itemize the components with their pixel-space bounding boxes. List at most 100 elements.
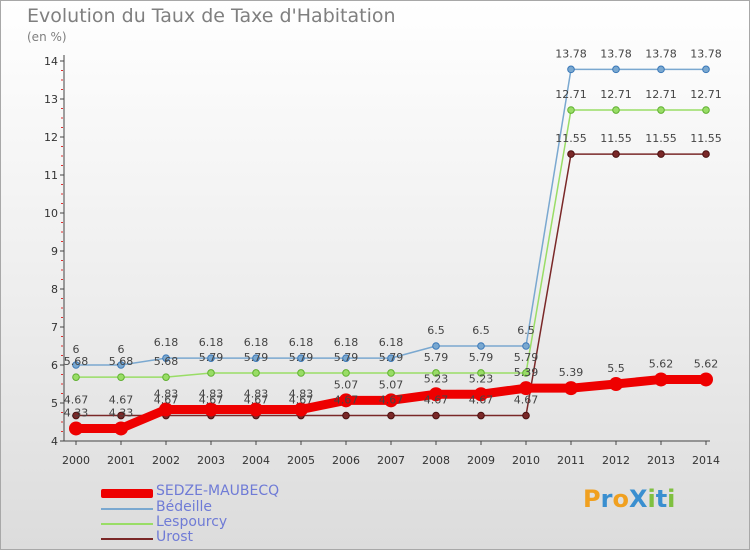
data-point	[117, 411, 125, 420]
data-label: 4.67	[469, 394, 494, 407]
legend-item-urost: Urost	[101, 529, 401, 547]
data-label: 12.71	[645, 88, 677, 101]
data-label: 5.62	[649, 357, 674, 370]
data-label: 6.18	[244, 336, 269, 349]
data-point	[567, 106, 575, 114]
data-label: 5.68	[109, 355, 134, 368]
x-tick-label: 2006	[332, 454, 360, 467]
x-tick-label: 2002	[152, 454, 180, 467]
data-label: 5.23	[424, 372, 449, 385]
data-label: 6.5	[427, 324, 445, 337]
data-point	[477, 342, 485, 350]
data-point	[567, 65, 575, 74]
y-tick-label: 14	[44, 55, 58, 68]
data-point	[387, 411, 395, 420]
legend-item-bedeille: Bédeille	[101, 499, 401, 517]
data-label: 4.83	[154, 387, 179, 400]
data-point	[297, 354, 305, 362]
data-label: 5.23	[469, 372, 494, 385]
data-point	[387, 354, 395, 362]
data-label: 4.67	[334, 394, 359, 407]
chart-unit: (en %)	[27, 30, 67, 44]
data-label: 5.79	[334, 351, 359, 364]
data-label: 13.78	[555, 47, 587, 60]
data-label: 4.67	[64, 394, 89, 407]
data-label: 12.71	[600, 88, 632, 101]
data-label: 4.67	[289, 394, 314, 407]
data-point	[477, 411, 485, 420]
data-point	[162, 354, 170, 362]
data-label: 6.18	[334, 336, 359, 349]
data-label: 4.83	[244, 387, 269, 400]
data-label: 5.79	[424, 351, 449, 364]
y-tick-label: 6	[51, 359, 58, 372]
data-label: 6	[73, 343, 80, 356]
data-label: 5.79	[244, 351, 269, 364]
y-tick-label: 5	[51, 397, 58, 410]
data-label: 13.78	[645, 47, 677, 60]
data-label: 5.39	[559, 366, 584, 379]
data-label: 5.79	[514, 351, 539, 364]
x-tick-label: 2014	[692, 454, 720, 467]
data-label: 5.5	[607, 362, 625, 375]
data-label: 11.55	[645, 132, 677, 145]
data-point	[699, 372, 713, 387]
data-point	[702, 106, 710, 114]
data-point	[522, 411, 530, 420]
data-point	[114, 421, 128, 436]
data-label: 4.67	[379, 394, 404, 407]
chart-title: Evolution du Taux de Taxe d'Habitation	[27, 5, 396, 27]
data-point	[342, 411, 350, 420]
data-point	[159, 402, 173, 417]
data-point	[297, 369, 305, 377]
data-point	[204, 402, 218, 417]
x-tick-label: 2009	[467, 454, 495, 467]
data-point	[564, 381, 578, 396]
data-point	[567, 150, 575, 158]
data-point	[657, 150, 665, 158]
data-label: 4.33	[109, 406, 134, 419]
x-tick-label: 2004	[242, 454, 270, 467]
y-tick-label: 11	[44, 169, 58, 182]
data-point	[72, 361, 80, 369]
data-point	[117, 373, 125, 381]
legend-label: SEDZE-MAUBECQ	[156, 483, 280, 499]
y-tick-label: 7	[51, 321, 58, 334]
data-point	[207, 354, 215, 362]
legend-swatch	[101, 523, 153, 525]
x-tick-label: 2003	[197, 454, 225, 467]
data-point	[249, 402, 263, 417]
logo-letter: t	[655, 485, 668, 513]
legend-swatch	[101, 538, 153, 540]
logo-letter: P	[583, 485, 601, 513]
logo-letter: i	[667, 485, 676, 513]
data-point	[432, 342, 440, 350]
data-point	[207, 369, 215, 377]
data-label: 12.71	[690, 88, 722, 101]
data-point	[612, 65, 620, 74]
data-label: 6.5	[517, 324, 535, 337]
data-point	[522, 369, 530, 377]
logo-letter: o	[612, 485, 629, 513]
x-tick-label: 2001	[107, 454, 135, 467]
x-tick-label: 2000	[62, 454, 90, 467]
y-tick-label: 12	[44, 131, 58, 144]
data-point	[432, 369, 440, 377]
data-label: 13.78	[600, 47, 632, 60]
legend-swatch	[101, 508, 153, 510]
data-point	[657, 65, 665, 74]
data-label: 6	[118, 343, 125, 356]
data-point	[72, 411, 80, 420]
data-label: 6.18	[379, 336, 404, 349]
data-label: 11.55	[555, 132, 587, 145]
x-tick-label: 2005	[287, 454, 315, 467]
data-label: 4.67	[109, 394, 134, 407]
data-point	[654, 372, 668, 387]
data-label: 6.18	[289, 336, 314, 349]
data-label: 4.83	[199, 387, 224, 400]
legend-item-lespourcy: Lespourcy	[101, 514, 401, 532]
data-label: 5.79	[199, 351, 224, 364]
y-tick-label: 4	[51, 435, 58, 448]
data-point	[429, 387, 443, 402]
legend-item-sedze-maubecq: SEDZE-MAUBECQ	[101, 483, 401, 501]
